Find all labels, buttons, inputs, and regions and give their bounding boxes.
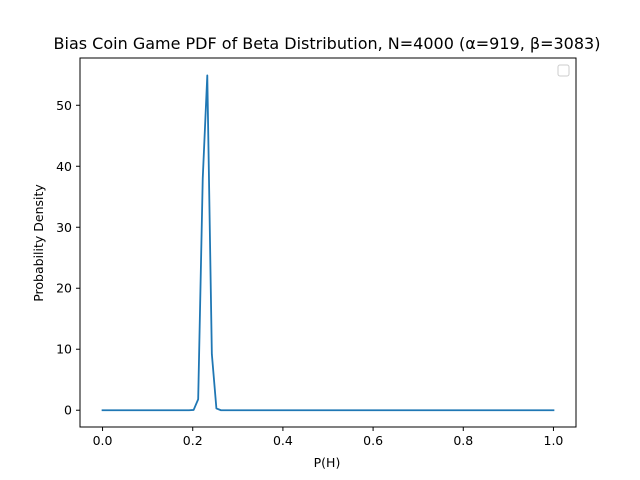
axes-spines [79,57,577,428]
x-tick-label: 0.6 [363,433,383,448]
chart-title: Bias Coin Game PDF of Beta Distribution,… [54,34,601,53]
y-tick-label: 0 [64,403,72,418]
x-tick-label: 0.4 [273,433,293,448]
x-axis-ticks: 0.0 0.2 0.4 0.6 0.8 1.0 [93,427,564,448]
x-axis-label: P(H) [314,455,341,470]
x-tick-label: 0.0 [93,433,113,448]
y-axis-ticks: 0 10 20 30 40 50 [56,98,80,418]
y-tick-label: 50 [56,98,72,113]
legend-box [557,64,570,77]
y-tick-label: 10 [56,342,72,357]
y-tick-label: 20 [56,281,72,296]
y-tick-label: 30 [56,220,72,235]
x-tick-label: 1.0 [544,433,564,448]
x-tick-label: 0.8 [453,433,473,448]
y-axis-label: Probability Density [31,184,46,302]
plot-area [101,74,555,412]
series-line [101,74,555,412]
x-tick-label: 0.2 [183,433,203,448]
y-tick-label: 40 [56,159,72,174]
axes-frame [79,57,577,428]
